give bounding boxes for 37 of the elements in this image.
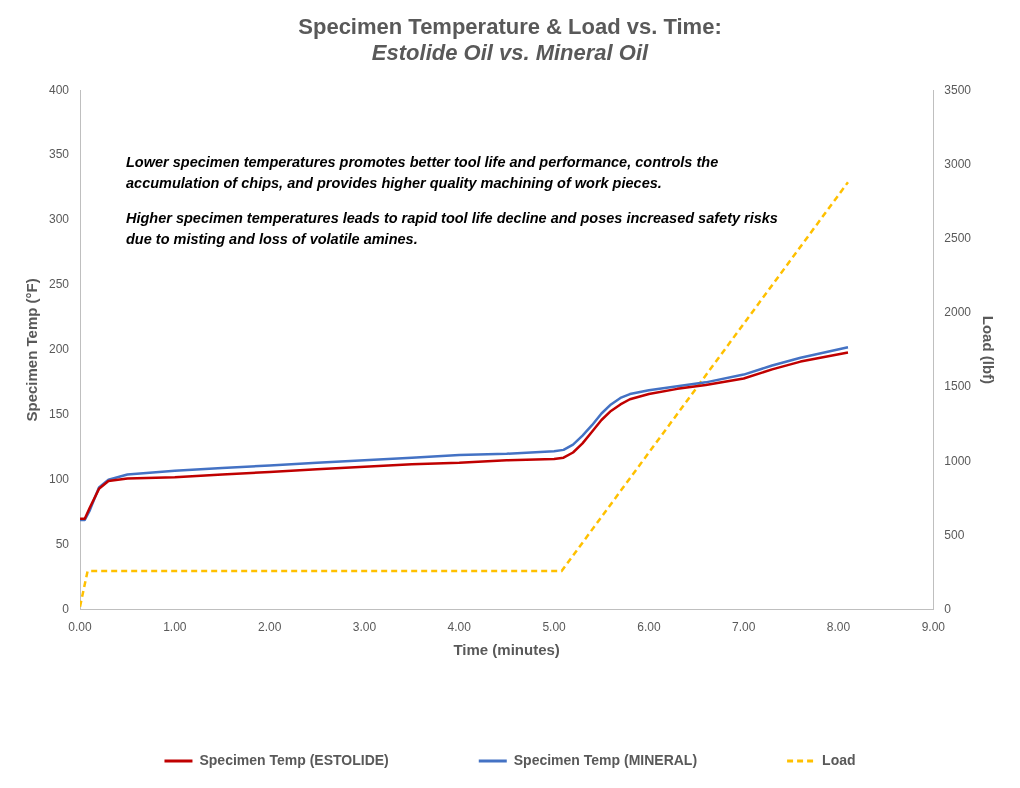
x-tick-label: 9.00 <box>921 620 946 635</box>
y-tick-label: 250 <box>48 277 70 292</box>
y2-tick-label: 1000 <box>944 453 972 468</box>
x-tick-label: 1.00 <box>163 620 187 635</box>
annotation: Lower specimen temperatures promotes better tool life and performance, controls the accumulation of chips, and provides higher quality machining of work pieces. <box>126 153 720 193</box>
annotation: Higher specimen temperatures leads to rapid tool life decline and poses increased safety risks due to misting and loss of volatile amines. <box>126 209 779 250</box>
chart-title: Specimen Temperature & Load vs. Time: <box>297 14 723 40</box>
y2-tick-label: 0 <box>944 601 952 616</box>
y-tick-label: 50 <box>55 536 70 551</box>
x-tick-label: 5.00 <box>542 620 567 635</box>
legend-label: Load <box>822 751 856 768</box>
legend-label: Specimen Temp (ESTOLIDE) <box>199 751 389 768</box>
y2-tick-label: 2000 <box>944 305 972 320</box>
y-tick-label: 0 <box>62 601 70 616</box>
y2-tick-label: 500 <box>944 527 965 542</box>
y2-tick-label: 1500 <box>944 379 972 394</box>
y-tick-label: 400 <box>48 82 70 97</box>
x-tick-label: 4.00 <box>447 620 472 635</box>
y2-tick-label: 3000 <box>944 156 972 171</box>
x-axis-title: Time (minutes) <box>453 641 560 659</box>
y-axis-title: Specimen Temp (°F) <box>23 278 41 422</box>
x-tick-label: 0.00 <box>68 620 93 635</box>
y-tick-label: 350 <box>48 147 70 162</box>
y2-tick-label: 2500 <box>944 230 972 245</box>
y-tick-label: 100 <box>48 472 70 487</box>
y2-axis-title: Load (lbf) <box>979 315 997 385</box>
x-tick-label: 2.00 <box>257 620 282 635</box>
y-tick-label: 300 <box>48 212 70 227</box>
x-tick-label: 3.00 <box>352 620 377 635</box>
y-tick-label: 200 <box>48 342 70 357</box>
chart-subtitle: Estolide Oil vs. Mineral Oil <box>370 40 650 66</box>
legend-label: Specimen Temp (MINERAL) <box>513 751 698 768</box>
x-tick-label: 8.00 <box>826 620 851 635</box>
y2-tick-label: 3500 <box>944 82 972 97</box>
y-tick-label: 150 <box>48 407 70 422</box>
x-tick-label: 7.00 <box>732 620 756 635</box>
x-tick-label: 6.00 <box>637 620 661 635</box>
